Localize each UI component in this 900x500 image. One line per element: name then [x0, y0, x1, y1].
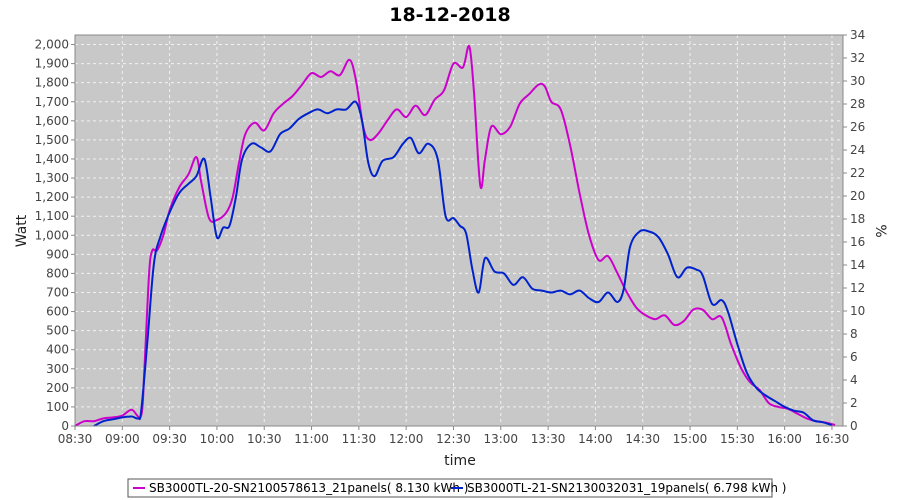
x-tick-label: 14:30 [625, 432, 660, 446]
y-axis-ticks: 0 100 200 300 400 500 600 700 800 900 1,000 1,100 1,… [35, 38, 75, 433]
y-tick-label: 100 [46, 400, 69, 414]
y-tick-label: 700 [46, 285, 69, 299]
y2-tick-label: 32 [850, 51, 865, 65]
y2-tick-label: 22 [850, 166, 865, 180]
y-tick-label: 200 [46, 381, 69, 395]
y2-tick-label: 30 [850, 74, 865, 88]
y-tick-label: 1,700 [35, 95, 69, 109]
x-tick-label: 11:00 [294, 432, 329, 446]
y-tick-label: 1,500 [35, 133, 69, 147]
x-tick-label: 11:30 [342, 432, 377, 446]
y-tick-label: 0 [61, 419, 69, 433]
y-tick-label: 1,300 [35, 171, 69, 185]
y2-tick-label: 26 [850, 120, 865, 134]
x-tick-label: 12:30 [436, 432, 471, 446]
y2-tick-label: 10 [850, 304, 865, 318]
y-tick-label: 900 [46, 247, 69, 261]
x-tick-label: 16:00 [767, 432, 802, 446]
x-tick-label: 15:30 [720, 432, 755, 446]
series-group [74, 45, 836, 427]
x-tick-label: 10:30 [247, 432, 282, 446]
y-tick-label: 1,200 [35, 190, 69, 204]
x-tick-label: 09:00 [105, 432, 140, 446]
y-tick-label: 500 [46, 324, 69, 338]
series-line-1 [74, 45, 836, 427]
y2-tick-label: 18 [850, 212, 865, 226]
y2-tick-label: 16 [850, 235, 865, 249]
y-tick-label: 600 [46, 305, 69, 319]
x-axis-label: time [444, 453, 476, 469]
y2-tick-label: 34 [850, 28, 865, 42]
y2-tick-label: 2 [850, 396, 858, 410]
y-tick-label: 400 [46, 343, 69, 357]
y2-tick-label: 4 [850, 373, 858, 387]
x-tick-label: 15:00 [673, 432, 708, 446]
plot-border [74, 34, 844, 427]
y-tick-label: 1,000 [35, 228, 69, 242]
y-tick-label: 800 [46, 266, 69, 280]
y2-tick-label: 28 [850, 97, 865, 111]
plot-area [75, 35, 843, 426]
y-tick-label: 300 [46, 362, 69, 376]
legend-label-series-2: SB3000TL-21-SN2130032031_19panels( 6.798… [467, 481, 786, 495]
y2-tick-label: 12 [850, 281, 865, 295]
y-tick-label: 1,900 [35, 57, 69, 71]
y-tick-label: 1,100 [35, 209, 69, 223]
x-tick-label: 13:00 [483, 432, 518, 446]
y2-tick-label: 24 [850, 143, 865, 157]
y2-tick-label: 6 [850, 350, 858, 364]
legend: SB3000TL-20-SN2100578613_21panels( 8.130… [127, 478, 786, 498]
legend-box [127, 478, 773, 498]
y-tick-label: 1,400 [35, 152, 69, 166]
grid [74, 35, 843, 427]
x-tick-label: 10:00 [200, 432, 235, 446]
y2-tick-label: 8 [850, 327, 858, 341]
x-axis-ticks: 08:30 09:00 09:30 10:00 10:30 11:00 11:30 12:00… [58, 426, 850, 446]
y2-tick-label: 14 [850, 258, 865, 272]
x-tick-label: 16:30 [815, 432, 850, 446]
y2-axis-label: % [872, 224, 888, 237]
y2-tick-label: 20 [850, 189, 865, 203]
series-line-2 [93, 100, 833, 427]
chart-title: 18-12-2018 [389, 4, 511, 26]
x-tick-label: 13:30 [531, 432, 566, 446]
y-tick-label: 1,600 [35, 114, 69, 128]
x-tick-label: 09:30 [152, 432, 187, 446]
y-tick-label: 1,800 [35, 76, 69, 90]
x-tick-label: 12:00 [389, 432, 424, 446]
x-tick-label: 14:00 [578, 432, 613, 446]
x-tick-label: 08:30 [58, 432, 93, 446]
y2-tick-label: 0 [850, 419, 858, 433]
y-tick-label: 2,000 [35, 38, 69, 52]
legend-label-series-1: SB3000TL-20-SN2100578613_21panels( 8.130… [149, 481, 468, 495]
y-axis-label: Watt [14, 214, 30, 247]
